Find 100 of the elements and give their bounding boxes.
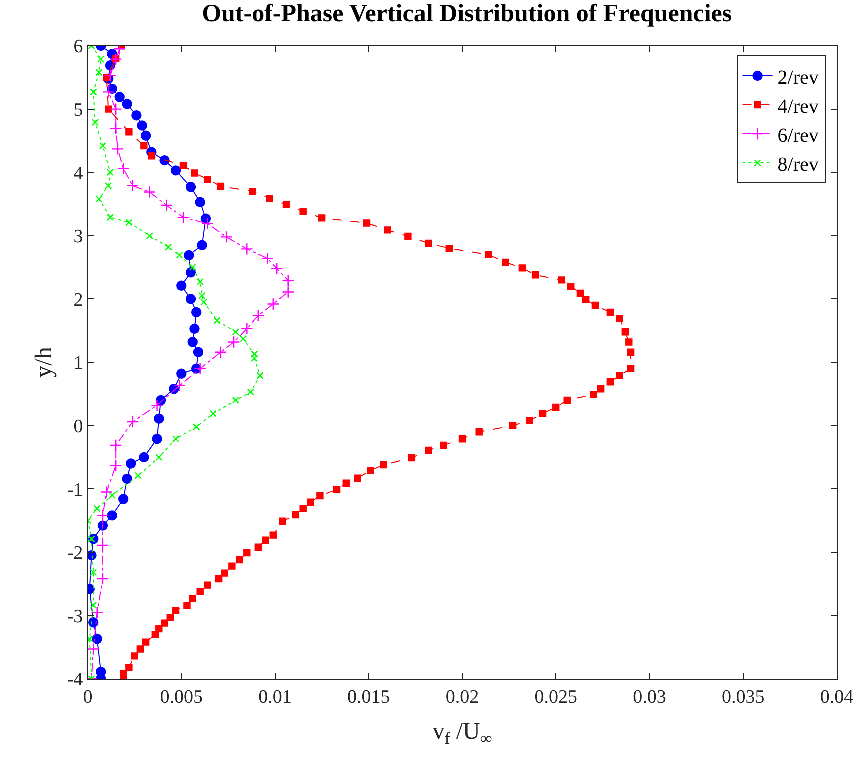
point (105, 182, 112, 190)
point (92, 634, 102, 644)
point (176, 368, 187, 379)
y-tick-label: -4 (67, 670, 84, 691)
point (118, 494, 129, 504)
point (117, 162, 130, 175)
y-tick-label: 2 (74, 290, 84, 311)
point (91, 606, 104, 619)
point (92, 118, 100, 126)
point (164, 244, 172, 251)
point (177, 211, 190, 224)
point (151, 399, 164, 412)
point (110, 122, 122, 136)
y-tick-label: 0 (74, 416, 84, 438)
point (270, 262, 284, 276)
point (126, 458, 136, 469)
point (192, 307, 202, 318)
point (172, 435, 180, 443)
point (186, 294, 196, 304)
point (126, 219, 133, 226)
point (174, 380, 186, 392)
point (100, 486, 113, 498)
point (88, 550, 97, 561)
point (99, 142, 107, 150)
point (214, 346, 228, 359)
point (193, 347, 204, 358)
x-tick-label: 0.03 (633, 686, 666, 708)
point (110, 53, 122, 66)
x-tick-label: 0.025 (534, 686, 578, 708)
point (214, 317, 221, 324)
point (106, 214, 114, 222)
point (240, 335, 248, 343)
y-tick-label: 1 (74, 353, 84, 374)
point (176, 252, 184, 260)
point (110, 459, 122, 472)
point (88, 536, 96, 543)
point (210, 410, 218, 418)
point (140, 130, 152, 141)
point (232, 396, 240, 404)
x-tick-label: 0.02 (446, 686, 480, 708)
x-tick-label: 0.015 (348, 686, 390, 708)
point (252, 309, 265, 322)
x-tick-label: 0.04 (820, 686, 854, 708)
point (198, 292, 206, 300)
point (110, 439, 122, 452)
point (189, 264, 196, 272)
point (112, 142, 124, 156)
point (90, 88, 98, 96)
point (240, 322, 254, 336)
point (240, 242, 254, 256)
point (144, 186, 156, 198)
point (176, 280, 187, 292)
point (193, 423, 200, 431)
y-tick-label: -1 (67, 480, 84, 501)
point (251, 355, 258, 362)
point (108, 492, 116, 500)
point (184, 250, 194, 261)
point (122, 99, 132, 110)
point (267, 298, 280, 310)
point (197, 240, 208, 250)
point (107, 510, 118, 521)
point (137, 120, 148, 131)
point (88, 643, 100, 656)
chart-title: Out-of-Phase Vertical Distribution of Frequencies (202, 0, 732, 28)
point (114, 92, 125, 102)
y-tick-label: 3 (74, 226, 84, 248)
legend-label: 8/rev (778, 154, 819, 176)
point (126, 180, 140, 192)
legend-label: 6/rev (778, 124, 819, 147)
y-tick-label: 5 (74, 100, 84, 121)
point (90, 602, 98, 610)
point (160, 199, 173, 212)
point (194, 362, 207, 376)
point (188, 337, 198, 348)
point (122, 474, 132, 484)
x-tick-label: 0.01 (258, 686, 292, 708)
point (96, 196, 103, 203)
point (146, 232, 154, 240)
point (256, 372, 264, 380)
point (282, 286, 295, 298)
y-tick-label: 6 (74, 36, 84, 58)
point (202, 218, 214, 230)
point (196, 278, 204, 286)
x-tick-label: 0.005 (160, 686, 204, 708)
point (282, 274, 295, 288)
point (156, 454, 163, 462)
point (88, 618, 99, 628)
point (94, 505, 101, 512)
point (96, 68, 103, 76)
point (195, 197, 206, 208)
point (160, 155, 170, 166)
point (154, 414, 164, 424)
y-axis-title: y/h (31, 347, 58, 378)
point (106, 169, 114, 176)
point (262, 252, 274, 265)
point (200, 298, 208, 306)
x-tick-label: 0.035 (722, 686, 765, 708)
point (90, 569, 98, 576)
point (98, 56, 105, 63)
point (104, 70, 117, 82)
